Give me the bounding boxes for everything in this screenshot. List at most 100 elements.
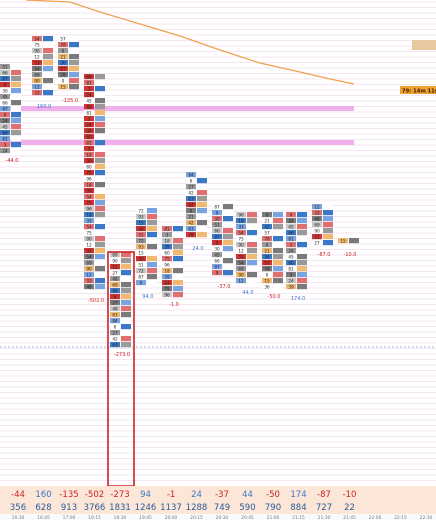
footprint-cell-value: 66 <box>214 228 220 233</box>
footprint-cell-ask <box>11 142 21 148</box>
footprint-cell-value: 87 <box>2 106 8 111</box>
footprint-cell-ask <box>69 42 79 48</box>
footprint-cell-ask <box>11 64 21 70</box>
footprint-cell-value: 81 <box>288 236 294 241</box>
footprint-cell-value: 33 <box>86 278 92 283</box>
footprint-cell-bid <box>110 318 120 324</box>
footprint-cell-value: 81 <box>86 140 92 145</box>
footprint-cell-bid <box>110 282 120 288</box>
footprint-cell-bid <box>262 278 272 284</box>
footprint-cell-value: 66 <box>2 70 8 75</box>
footprint-cell-value: 27 <box>112 330 118 335</box>
footprint-cell-bid <box>84 170 94 176</box>
footprint-cell-ask <box>69 60 79 66</box>
time-label: 21:00 <box>267 515 280 520</box>
footprint-cell-bid <box>312 210 322 216</box>
footprint-cell-value: 18 <box>164 238 170 243</box>
time-label: 16:45 <box>37 515 50 520</box>
footprint-cell-ask <box>43 84 53 90</box>
footprint-cell-ask <box>273 230 283 236</box>
footprint-cell-bid <box>236 242 246 248</box>
footprint-cell-value: 78 <box>264 236 270 241</box>
footprint-cell-bid <box>84 218 94 224</box>
footprint-cell-value: 30 <box>214 216 220 221</box>
footprint-cell-bid <box>136 232 146 238</box>
footprint-cell-value: 33 <box>86 218 92 223</box>
footprint-cell-ask <box>197 226 207 232</box>
footprint-cell-ask <box>11 88 21 94</box>
footprint-cell-value: 90 <box>34 48 40 53</box>
footprint-cell-value: 33 <box>314 210 320 215</box>
footprint-cell-ask <box>197 208 207 214</box>
footprint-cell-bid <box>32 48 42 54</box>
footprint-cell-value: 9 <box>140 280 143 285</box>
column-delta-label: 44.0 <box>242 290 253 296</box>
footprint-cell-value: 84 <box>112 288 118 293</box>
footprint-cell-bid <box>110 324 120 330</box>
column-delta-label: -273.0 <box>114 352 130 358</box>
footprint-cell-bid <box>84 152 94 158</box>
footprint-cell-value: 54 <box>34 36 40 41</box>
footer-delta: -135 <box>59 490 78 500</box>
footprint-cell-bid <box>162 238 172 244</box>
footprint-cell-value: 75 <box>164 256 170 261</box>
footprint-cell-bid <box>84 158 94 164</box>
footprint-cell-ask <box>197 196 207 202</box>
footprint-cell-value: 63 <box>188 226 194 231</box>
footprint-cell-bid <box>186 190 196 196</box>
footprint-cell-bid <box>236 218 246 224</box>
time-axis: 16:30 16:45 17:00 19:15 19:30 19:45 20:00 20:15… <box>0 514 436 520</box>
footprint-cell-bid <box>262 284 272 290</box>
footprint-cell-ask <box>147 214 157 220</box>
time-label: 19:15 <box>88 515 101 520</box>
footprint-cell-bid <box>312 240 322 246</box>
time-label: 21:15 <box>292 515 305 520</box>
footprint-cell-value: 15 <box>60 84 66 89</box>
time-label: 20:15 <box>190 515 203 520</box>
footer-volume: 790 <box>265 503 281 513</box>
footprint-cell-bid <box>262 260 272 266</box>
footprint-cell-ask <box>43 78 53 84</box>
footprint-cell-ask <box>121 294 131 300</box>
footprint-cell-bid <box>110 312 120 318</box>
footprint-cell-value: 93 <box>138 244 144 249</box>
footprint-cell-value: 33 <box>238 224 244 229</box>
footprint-cell-value: 81 <box>164 226 170 231</box>
time-label: 22:15 <box>394 515 407 520</box>
footer-delta: -1 <box>167 490 175 500</box>
footprint-cell-bid <box>236 212 246 218</box>
footer-delta: -10 <box>343 490 357 500</box>
footprint-cell-value: 51 <box>2 64 8 69</box>
footprint-cell-bid <box>84 242 94 248</box>
footprint-cell-bid <box>136 268 146 274</box>
footprint-cell-bid <box>236 272 246 278</box>
footer-delta: 94 <box>140 490 151 500</box>
footprint-cell-bid <box>136 214 146 220</box>
footprint-cell-bid <box>262 248 272 254</box>
footprint-cell-value: 33 <box>238 254 244 259</box>
footprint-cell-bid <box>312 222 322 228</box>
footprint-cell-value: 96 <box>238 212 244 217</box>
footprint-cell-ask <box>121 300 131 306</box>
footprint-cell-ask <box>223 210 233 216</box>
footprint-cell-value: 81 <box>86 80 92 85</box>
footer-volume: 628 <box>35 503 51 513</box>
footprint-cell-ask <box>197 232 207 238</box>
footprint-cell-value: 0 <box>266 272 269 277</box>
footprint-cell-bid <box>136 226 146 232</box>
footprint-cell-ask <box>147 232 157 238</box>
footprint-cell-ask <box>95 92 105 98</box>
footprint-cell-value: 36 <box>264 284 270 289</box>
footprint-cell-bid <box>0 148 10 154</box>
footprint-cell-ask <box>323 216 333 222</box>
footprint-cell-value: 72 <box>138 238 144 243</box>
footprint-cell-ask <box>173 262 183 268</box>
footprint-cell-bid <box>58 54 68 60</box>
footprint-cell-ask <box>11 76 21 82</box>
footprint-cell-bid <box>212 234 222 240</box>
footprint-cell-value: 9 <box>4 112 7 117</box>
footprint-cell-ask <box>297 242 307 248</box>
footprint-cell-bid <box>286 236 296 242</box>
footprint-cell-value: 75 <box>34 42 40 47</box>
footprint-cell-ask <box>273 260 283 266</box>
